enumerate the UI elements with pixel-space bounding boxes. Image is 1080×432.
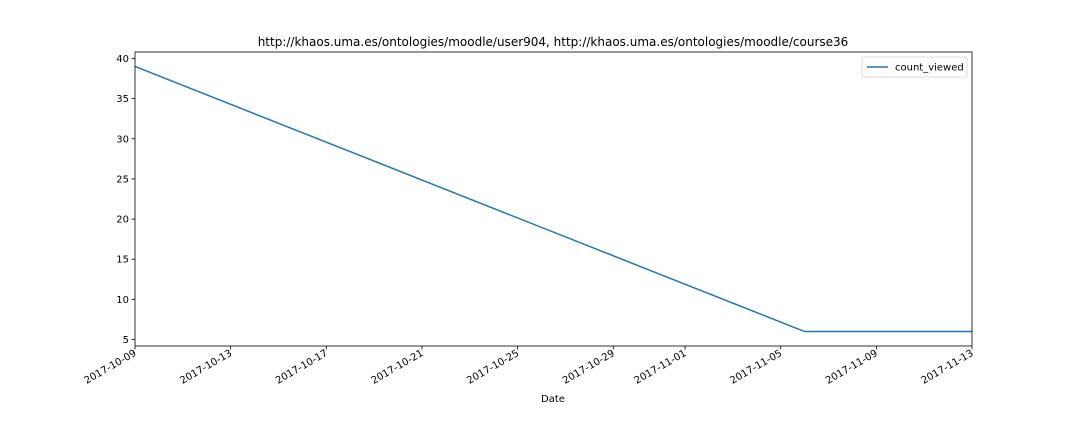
y-tick-label: 20	[116, 215, 129, 226]
x-axis-label: Date	[541, 394, 565, 405]
x-tick-label: 2017-11-01	[633, 348, 689, 387]
y-tick-label: 30	[116, 134, 129, 145]
x-tick-label: 2017-11-13	[920, 348, 976, 387]
y-tick-label: 40	[116, 54, 129, 65]
y-tick-label: 5	[123, 335, 129, 346]
x-tick-label: 2017-10-21	[370, 348, 426, 387]
y-tick-label: 25	[116, 174, 129, 185]
y-tick-label: 15	[116, 255, 129, 266]
series-line-count-viewed	[134, 65, 972, 333]
x-tick-label: 2017-10-17	[274, 348, 330, 387]
x-tick-label: 2017-10-13	[178, 348, 234, 387]
y-tick-label: 10	[116, 295, 129, 306]
x-tick-label: 2017-10-25	[465, 348, 521, 387]
y-tick-label: 35	[116, 94, 129, 105]
x-tick-label: 2017-10-29	[561, 348, 617, 387]
x-tick-label: 2017-10-09	[83, 348, 139, 387]
plot-area	[134, 51, 973, 347]
x-axis: 2017-10-09 2017-10-13 2017-10-17 2017-10-21…	[83, 346, 976, 387]
legend-box	[861, 56, 968, 78]
legend: count_viewed	[861, 56, 968, 78]
chart-title: http://khaos.uma.es/ontologies/moodle/us…	[258, 35, 849, 49]
x-tick-label: 2017-11-09	[824, 348, 880, 387]
plot-frame	[134, 51, 973, 347]
y-axis: 5 10 15 20 25 30 35 40	[116, 54, 135, 346]
x-tick-label: 2017-11-05	[728, 348, 784, 387]
legend-label: count_viewed	[895, 63, 964, 74]
